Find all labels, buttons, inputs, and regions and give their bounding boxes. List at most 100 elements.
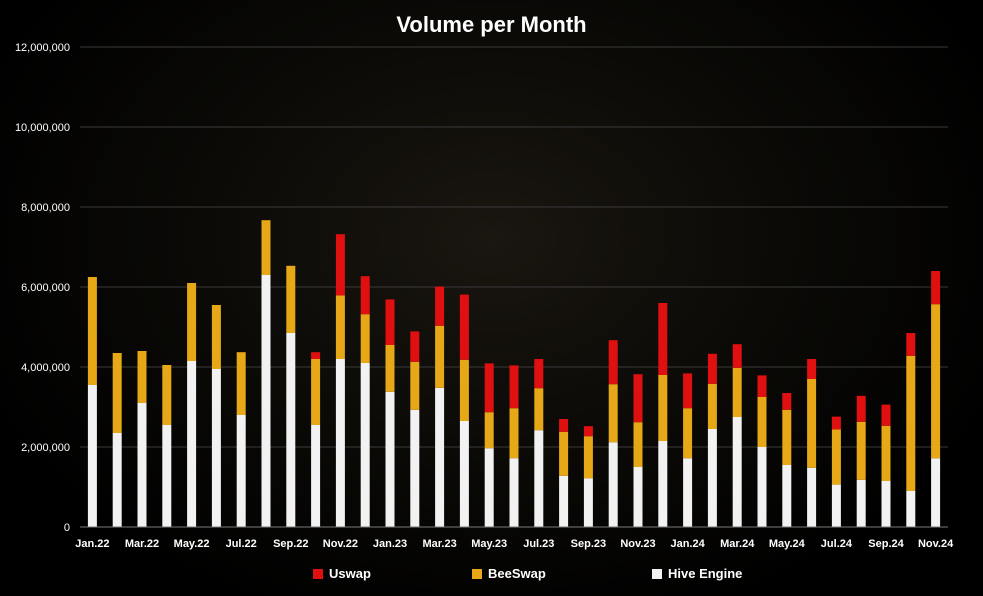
- y-tick-label: 10,000,000: [15, 122, 70, 134]
- bar-beeswap: [162, 365, 172, 425]
- bar-uswap: [435, 286, 445, 326]
- bar-beeswap: [112, 353, 122, 433]
- bar-uswap: [608, 340, 618, 385]
- bar-uswap: [583, 426, 593, 437]
- chart-title: Volume per Month: [396, 12, 587, 37]
- bar-beeswap: [261, 220, 271, 275]
- bar-uswap: [732, 344, 742, 368]
- x-tick-label: Mar.23: [422, 538, 456, 550]
- bar-hive-engine: [633, 467, 643, 527]
- bar-beeswap: [757, 397, 767, 447]
- legend-swatch-hive-engine: [652, 568, 662, 579]
- bar-hive-engine: [286, 333, 296, 527]
- bar-hive-engine: [509, 458, 519, 527]
- legend-item-beeswap: BeeSwap: [472, 566, 546, 581]
- y-tick-label: 12,000,000: [15, 42, 70, 54]
- bar-hive-engine: [707, 429, 717, 527]
- bar-hive-engine: [534, 430, 544, 527]
- x-tick-label: Sep.22: [273, 538, 308, 550]
- bar-uswap: [410, 331, 420, 362]
- bar-hive-engine: [385, 391, 395, 527]
- bar-beeswap: [435, 325, 445, 388]
- bar-uswap: [782, 393, 792, 410]
- bars: [87, 220, 941, 527]
- bar-hive-engine: [87, 385, 97, 527]
- bar-beeswap: [335, 295, 345, 359]
- bar-beeswap: [658, 375, 668, 441]
- bar-uswap: [906, 333, 916, 356]
- bar-beeswap: [906, 355, 916, 491]
- x-tick-label: Jan.24: [670, 538, 705, 550]
- bar-uswap: [856, 395, 866, 422]
- bar-hive-engine: [187, 361, 197, 527]
- bar-hive-engine: [658, 441, 668, 527]
- bar-beeswap: [931, 304, 941, 459]
- bar-beeswap: [856, 421, 866, 480]
- y-tick-label: 2,000,000: [21, 442, 70, 454]
- bar-beeswap: [881, 425, 891, 481]
- bar-beeswap: [410, 361, 420, 410]
- bar-beeswap: [286, 265, 296, 333]
- bar-uswap: [534, 359, 544, 389]
- bar-hive-engine: [608, 442, 618, 527]
- bar-beeswap: [807, 379, 817, 468]
- bar-uswap: [484, 363, 494, 413]
- bar-uswap: [633, 374, 643, 423]
- bar-hive-engine: [335, 359, 345, 527]
- x-tick-label: Jan.23: [373, 538, 407, 550]
- bar-hive-engine: [162, 425, 172, 527]
- legend-label-hive-engine: Hive Engine: [668, 566, 743, 581]
- x-tick-label: Sep.24: [868, 538, 904, 550]
- bar-uswap: [757, 375, 767, 397]
- bar-beeswap: [509, 408, 519, 459]
- bar-hive-engine: [583, 478, 593, 527]
- bar-beeswap: [559, 431, 569, 476]
- bar-uswap: [658, 303, 668, 375]
- bar-uswap: [707, 353, 717, 384]
- legend-item-uswap: Uswap: [313, 566, 371, 581]
- legend-label-beeswap: BeeSwap: [488, 566, 546, 581]
- legend: Uswap BeeSwap Hive Engine: [0, 566, 983, 586]
- bar-uswap: [385, 299, 395, 345]
- bar-uswap: [881, 404, 891, 426]
- legend-swatch-uswap: [313, 568, 323, 579]
- bar-beeswap: [633, 422, 643, 467]
- bar-hive-engine: [856, 479, 866, 527]
- x-tick-label: Mar.24: [720, 538, 755, 550]
- bar-hive-engine: [683, 458, 693, 527]
- gridlines: [80, 46, 948, 448]
- bar-hive-engine: [435, 387, 445, 527]
- bar-hive-engine: [112, 433, 122, 527]
- x-tick-label: Jul.22: [226, 538, 257, 550]
- x-tick-label: Jan.22: [75, 538, 109, 550]
- y-axis-ticks: 0 2,000,000 4,000,000 6,000,000 8,000,000 10,…: [15, 42, 70, 534]
- bar-hive-engine: [261, 275, 271, 527]
- bar-uswap: [831, 416, 841, 430]
- bar-hive-engine: [831, 484, 841, 527]
- x-tick-label: Nov.24: [918, 538, 954, 550]
- bar-beeswap: [236, 352, 246, 415]
- bar-hive-engine: [211, 369, 221, 527]
- bar-beeswap: [360, 314, 370, 363]
- x-tick-label: Nov.23: [620, 538, 655, 550]
- bar-beeswap: [583, 436, 593, 479]
- bar-beeswap: [534, 388, 544, 431]
- legend-swatch-beeswap: [472, 568, 482, 579]
- x-axis-ticks: Jan.22 Mar.22 May.22 Jul.22 Sep.22 Nov.22 Jan.…: [75, 538, 954, 550]
- bar-beeswap: [311, 359, 321, 425]
- bar-uswap: [311, 352, 321, 359]
- bar-beeswap: [683, 408, 693, 459]
- bar-uswap: [559, 419, 569, 432]
- bar-beeswap: [732, 367, 742, 417]
- bar-hive-engine: [757, 447, 767, 527]
- bar-hive-engine: [311, 425, 321, 527]
- bar-beeswap: [211, 305, 221, 369]
- bar-hive-engine: [931, 458, 941, 527]
- bar-uswap: [335, 234, 345, 296]
- y-tick-label: 8,000,000: [21, 202, 70, 214]
- bar-hive-engine: [360, 363, 370, 527]
- bar-hive-engine: [732, 417, 742, 527]
- bar-hive-engine: [459, 421, 469, 527]
- bar-uswap: [459, 294, 469, 360]
